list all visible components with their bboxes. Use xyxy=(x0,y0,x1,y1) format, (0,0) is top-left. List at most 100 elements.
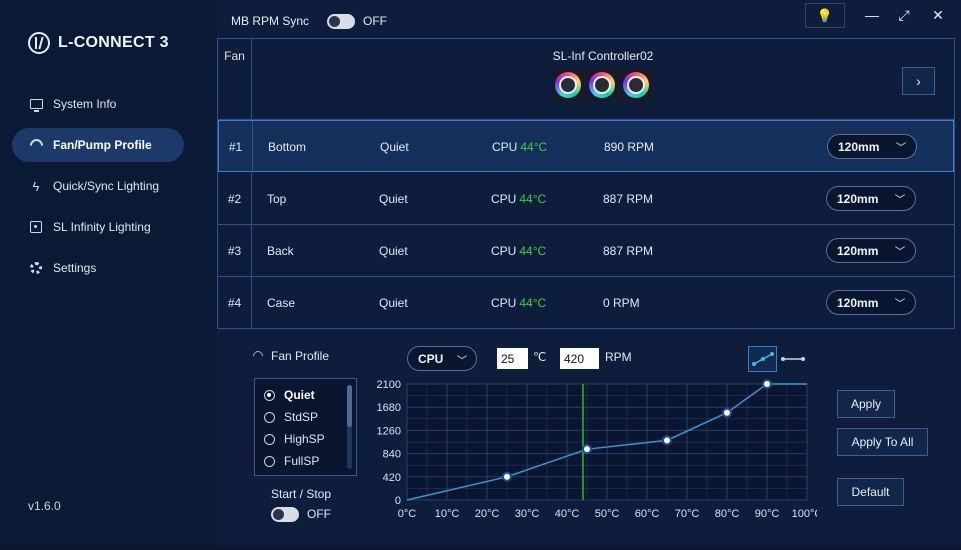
x-tick-label: 30°C xyxy=(515,508,540,520)
sidebar: L-CONNECT 3 System Info Fan/Pump Profile… xyxy=(0,0,217,545)
fan-profile-heading: Fan Profile xyxy=(250,348,329,364)
profile-option-label: StdSP xyxy=(284,410,319,424)
x-tick-label: 90°C xyxy=(755,508,780,520)
sidebar-item-sl-infinity-lighting[interactable]: SL Infinity Lighting xyxy=(12,210,184,244)
sidebar-item-label: Quick/Sync Lighting xyxy=(53,179,160,193)
fan-temp: 44°C xyxy=(520,140,548,154)
profile-option-label: FullSP xyxy=(284,454,320,468)
chevron-down-icon: ﹀ xyxy=(457,356,467,367)
sidebar-item-label: System Info xyxy=(53,97,117,111)
sidebar-item-fan-pump-profile[interactable]: Fan/Pump Profile xyxy=(12,128,184,162)
x-tick-label: 60°C xyxy=(635,508,660,520)
fan-temp: 44°C xyxy=(519,244,547,258)
sidebar-item-settings[interactable]: Settings xyxy=(12,251,184,285)
chevron-down-icon: ﹀ xyxy=(896,143,906,154)
x-tick-label: 40°C xyxy=(555,508,580,520)
fan-source: CPU 44°C xyxy=(491,173,546,225)
top-bar: MB RPM Sync OFF 💡 — ⤢ ✕ xyxy=(217,0,961,38)
default-button[interactable]: Default xyxy=(837,478,904,506)
rgb-fan-icon xyxy=(586,69,618,101)
main-panel: MB RPM Sync OFF 💡 — ⤢ ✕ Fan SL-Inf Contr… xyxy=(217,0,961,545)
controller-fans-image xyxy=(552,69,652,101)
temp-unit: ℃ xyxy=(533,350,547,364)
fan-source-label: CPU xyxy=(491,192,517,206)
maximize-icon[interactable]: ⤢ xyxy=(898,6,910,23)
close-icon[interactable]: ✕ xyxy=(932,6,944,23)
mb-rpm-sync-toggle[interactable] xyxy=(327,14,355,29)
sidebar-item-label: Fan/Pump Profile xyxy=(53,138,152,152)
next-controller-button[interactable]: › xyxy=(902,67,935,95)
fan-table-header: Fan SL-Inf Controller02 › xyxy=(218,39,954,120)
sidebar-item-quick-sync-lighting[interactable]: ϟ Quick/Sync Lighting xyxy=(12,169,184,203)
flat-mode-button[interactable] xyxy=(778,346,807,372)
temp-source-value: CPU xyxy=(418,351,444,366)
y-tick-label: 2100 xyxy=(377,379,401,391)
fan-source: CPU 44°C xyxy=(492,121,547,173)
table-row[interactable]: #4 Case Quiet CPU 44°C 0 RPM 120mm ﹀ xyxy=(218,277,954,329)
fan-curve-chart[interactable]: 0 420 840 1260 1680 2100 0°C 10°C 20°C 30°C 40°C 50… xyxy=(357,372,817,527)
mb-rpm-sync-state: OFF xyxy=(363,14,387,28)
fan-source-label: CPU xyxy=(491,296,517,310)
fan-rpm: 887 RPM xyxy=(603,192,654,206)
curve-point xyxy=(662,435,672,446)
lightning-icon: ϟ xyxy=(32,178,40,194)
chevron-down-icon: ﹀ xyxy=(895,195,905,206)
curve-point xyxy=(722,407,732,418)
fan-rpm: 0 RPM xyxy=(603,296,640,310)
fan-mode: Quiet xyxy=(379,244,408,258)
x-tick-label: 10°C xyxy=(435,508,460,520)
curve-mode-button[interactable] xyxy=(748,346,777,372)
rpm-input[interactable]: 420 xyxy=(560,348,599,369)
profile-option-quiet[interactable]: Quiet xyxy=(255,384,356,406)
profile-option-label: Quiet xyxy=(284,388,315,402)
profile-list-scrollbar[interactable] xyxy=(347,385,352,469)
fan-number: #3 xyxy=(218,225,252,277)
minimize-icon[interactable]: — xyxy=(865,7,879,23)
chevron-down-icon: ﹀ xyxy=(895,247,905,258)
profile-option-fullsp[interactable]: FullSP xyxy=(255,450,356,472)
fan-source: CPU 44°C xyxy=(491,277,546,329)
profile-option-highsp[interactable]: HighSP xyxy=(255,428,356,450)
fan-size-value: 120mm xyxy=(837,295,879,310)
x-tick-label: 50°C xyxy=(595,508,620,520)
sidebar-nav: System Info Fan/Pump Profile ϟ Quick/Syn… xyxy=(12,87,184,292)
curve-point xyxy=(762,379,772,389)
fan-temp: 44°C xyxy=(519,192,547,206)
temp-input[interactable]: 25 xyxy=(497,348,528,369)
curve-mode-icon xyxy=(751,352,774,366)
profile-option-stdsp[interactable]: StdSP xyxy=(255,406,356,428)
y-tick-label: 1260 xyxy=(377,425,401,437)
fan-size-select[interactable]: 120mm ﹀ xyxy=(826,186,916,211)
bulb-icon[interactable]: 💡 xyxy=(805,3,845,28)
sidebar-item-system-info[interactable]: System Info xyxy=(12,87,184,121)
fan-source-label: CPU xyxy=(492,140,518,154)
table-row[interactable]: #3 Back Quiet CPU 44°C 887 RPM 120mm ﹀ xyxy=(218,225,954,277)
x-tick-label: 70°C xyxy=(675,508,700,520)
sl-infinity-icon xyxy=(29,221,43,233)
fan-icon xyxy=(250,348,266,364)
fan-size-value: 120mm xyxy=(837,243,879,258)
start-stop-state: OFF xyxy=(307,507,331,521)
apply-button[interactable]: Apply xyxy=(837,390,895,418)
fan-size-select[interactable]: 120mm ﹀ xyxy=(827,134,917,159)
table-row[interactable]: #2 Top Quiet CPU 44°C 887 RPM 120mm ﹀ xyxy=(218,173,954,225)
start-stop-label: Start / Stop xyxy=(271,487,332,501)
fan-temp: 44°C xyxy=(519,296,547,310)
fan-rpm: 887 RPM xyxy=(603,244,654,258)
apply-to-all-button[interactable]: Apply To All xyxy=(837,428,928,456)
fan-size-select[interactable]: 120mm ﹀ xyxy=(826,290,916,315)
app-name: L-CONNECT 3 xyxy=(58,34,169,51)
start-stop-toggle[interactable] xyxy=(271,507,299,522)
fan-size-value: 120mm xyxy=(838,139,880,154)
monitor-icon xyxy=(29,98,43,112)
table-row[interactable]: #1 Bottom Quiet CPU 44°C 890 RPM 120mm ﹀ xyxy=(218,120,954,173)
rgb-fan-icon xyxy=(620,69,652,101)
fan-mode: Quiet xyxy=(379,192,408,206)
fan-name: Case xyxy=(267,296,296,310)
fan-source: CPU 44°C xyxy=(491,225,546,277)
fan-size-select[interactable]: 120mm ﹀ xyxy=(826,238,916,263)
rpm-unit: RPM xyxy=(605,350,632,364)
fan-number: #1 xyxy=(219,121,253,173)
temp-source-select[interactable]: CPU ﹀ xyxy=(407,346,477,371)
x-tick-label: 100°C xyxy=(792,508,817,520)
